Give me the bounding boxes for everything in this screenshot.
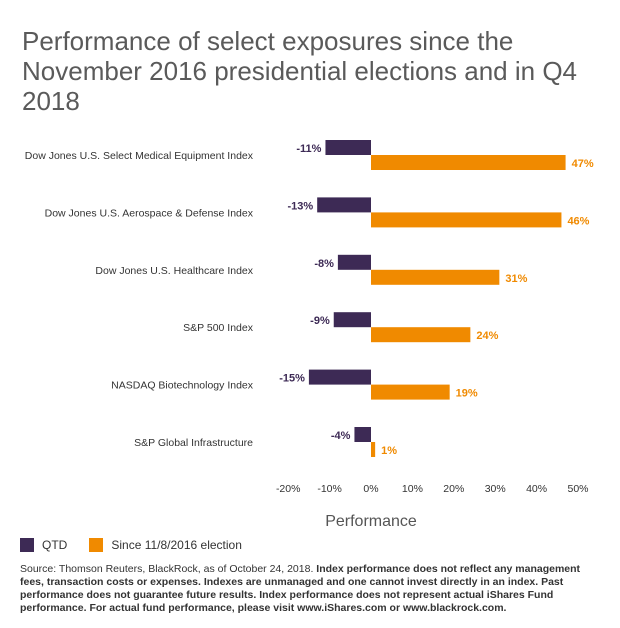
source-text: Source: Thomson Reuters, BlackRock, as o… xyxy=(20,563,317,575)
category-label: Dow Jones U.S. Select Medical Equipment … xyxy=(25,150,254,162)
x-axis-title: Performance xyxy=(325,513,417,530)
legend: QTD Since 11/8/2016 election xyxy=(20,538,264,552)
bar-chart: Dow Jones U.S. Select Medical Equipment … xyxy=(25,140,594,530)
data-label-qtd: -11% xyxy=(296,143,321,155)
data-label-since-election: 24% xyxy=(476,330,498,342)
category-label: S&P 500 Index xyxy=(183,322,254,334)
category-label: S&P Global Infrastructure xyxy=(134,437,253,449)
data-label-since-election: 47% xyxy=(572,158,594,170)
legend-swatch-qtd xyxy=(20,538,34,552)
bar-qtd xyxy=(333,312,371,328)
legend-swatch-since-election xyxy=(89,538,104,552)
data-label-since-election: 1% xyxy=(381,445,397,457)
data-label-qtd: -8% xyxy=(314,258,334,270)
legend-label-qtd: QTD xyxy=(42,538,68,552)
data-label-qtd: -13% xyxy=(287,200,313,212)
bar-qtd xyxy=(354,427,371,442)
bar-qtd xyxy=(317,197,371,213)
chart-title: Performance of select exposures since th… xyxy=(22,26,578,116)
x-tick-label: -10% xyxy=(317,483,342,495)
data-label-since-election: 46% xyxy=(567,215,589,227)
category-label: Dow Jones U.S. Aerospace & Defense Index xyxy=(45,207,254,219)
bar-qtd xyxy=(325,140,371,155)
x-tick-label: 20% xyxy=(443,483,464,495)
data-label-since-election: 31% xyxy=(505,273,527,285)
bar-since-election xyxy=(371,155,566,170)
legend-item-qtd: QTD xyxy=(20,538,67,552)
bar-since-election xyxy=(371,442,376,457)
disclaimer-text: Index performance does not reflect any m… xyxy=(20,563,581,614)
data-label-since-election: 19% xyxy=(456,388,478,400)
x-tick-label: 10% xyxy=(402,483,423,495)
legend-item-since-election: Since 11/8/2016 election xyxy=(89,538,242,552)
bar-since-election xyxy=(371,327,471,343)
bar-since-election xyxy=(371,212,562,228)
x-tick-label: 40% xyxy=(526,483,547,495)
data-label-qtd: -9% xyxy=(310,315,330,327)
source-note: Source: Thomson Reuters, BlackRock, as o… xyxy=(20,563,602,615)
bar-qtd xyxy=(308,369,371,385)
x-tick-label: -20% xyxy=(276,483,301,495)
x-tick-label: 0% xyxy=(363,483,378,495)
bar-since-election xyxy=(371,269,500,285)
data-label-qtd: -4% xyxy=(331,430,351,442)
x-tick-label: 50% xyxy=(567,483,588,495)
x-tick-label: 30% xyxy=(485,483,506,495)
category-label: Dow Jones U.S. Healthcare Index xyxy=(95,265,253,277)
legend-label-since-election: Since 11/8/2016 election xyxy=(111,538,242,552)
bar-since-election xyxy=(371,384,450,400)
data-label-qtd: -15% xyxy=(279,373,305,385)
bar-qtd xyxy=(337,254,371,270)
category-label: NASDAQ Biotechnology Index xyxy=(111,380,254,392)
